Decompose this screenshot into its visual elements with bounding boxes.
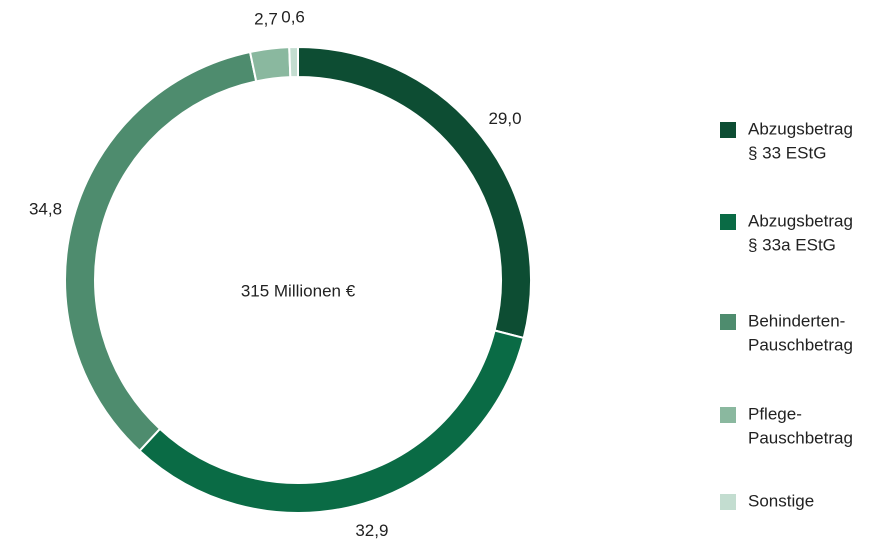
legend-label: Behinderten- (748, 311, 845, 330)
data-label: 32,9 (355, 521, 388, 540)
legend-swatch (720, 214, 736, 230)
data-label: 29,0 (488, 109, 521, 128)
data-label: 34,8 (29, 200, 62, 219)
legend-label: § 33 EStG (748, 143, 826, 162)
donut-segment (64, 50, 258, 453)
legend-label: Abzugsbetrag (748, 211, 853, 230)
legend-swatch (720, 494, 736, 510)
legend-label: Pflege- (748, 404, 802, 423)
center-label: 315 Millionen € (241, 281, 356, 300)
legend-label: § 33a EStG (748, 235, 836, 254)
legend-label: Pauschbetrag (748, 428, 853, 447)
legend-swatch (720, 314, 736, 330)
legend-label: Pauschbetrag (748, 335, 853, 354)
legend-swatch (720, 122, 736, 138)
donut-segment (248, 46, 292, 83)
legend-swatch (720, 407, 736, 423)
legend-label: Abzugsbetrag (748, 119, 853, 138)
legend-label: Sonstige (748, 491, 814, 510)
data-label: 2,7 (254, 9, 278, 28)
donut-segment (288, 45, 299, 79)
donut-segment (138, 329, 525, 514)
data-label: 0,6 (281, 8, 305, 27)
